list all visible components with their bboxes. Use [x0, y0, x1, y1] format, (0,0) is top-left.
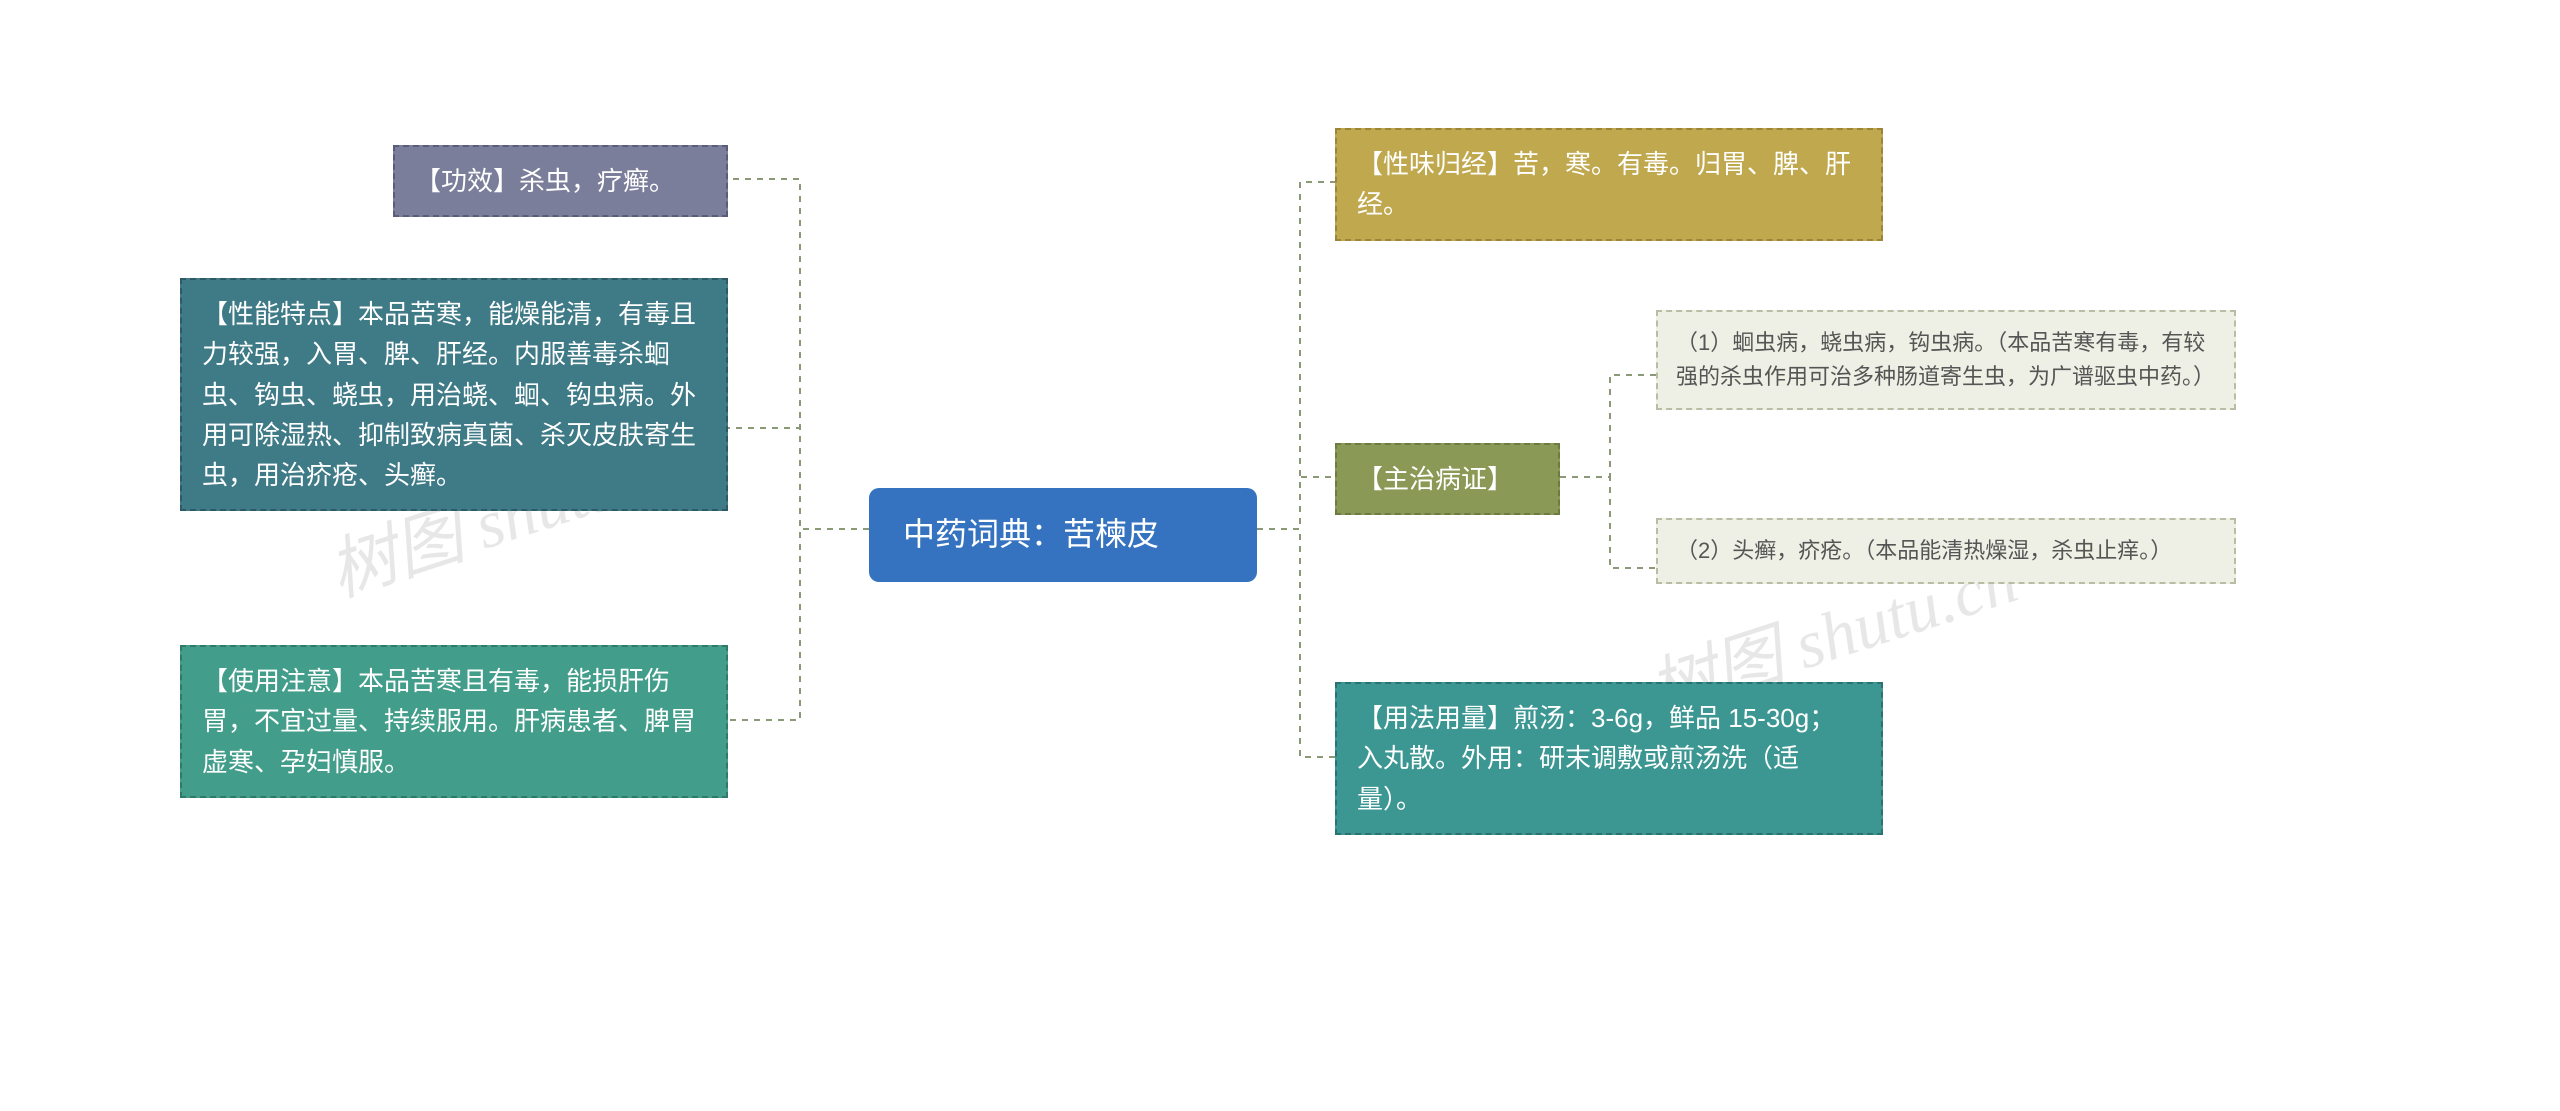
node-indication-1: （1）蛔虫病，蛲虫病，钩虫病。（本品苦寒有毒，有较强的杀虫作用可治多种肠道寄生虫… — [1656, 310, 2236, 410]
node-indications: 【主治病证】 — [1335, 443, 1560, 515]
node-characteristics: 【性能特点】本品苦寒，能燥能清，有毒且力较强，入胃、脾、肝经。内服善毒杀蛔虫、钩… — [180, 278, 728, 511]
node-efficacy: 【功效】杀虫，疗癣。 — [393, 145, 728, 217]
central-node: 中药词典：苦楝皮 — [869, 488, 1257, 582]
node-indication-2: （2）头癣，疥疮。（本品能清热燥湿，杀虫止痒。） — [1656, 518, 2236, 584]
node-meridian: 【性味归经】苦，寒。有毒。归胃、脾、肝经。 — [1335, 128, 1883, 241]
node-dosage: 【用法用量】煎汤：3-6g，鲜品 15-30g；入丸散。外用：研末调敷或煎汤洗（… — [1335, 682, 1883, 835]
node-caution: 【使用注意】本品苦寒且有毒，能损肝伤胃，不宜过量、持续服用。肝病患者、脾胃虚寒、… — [180, 645, 728, 798]
